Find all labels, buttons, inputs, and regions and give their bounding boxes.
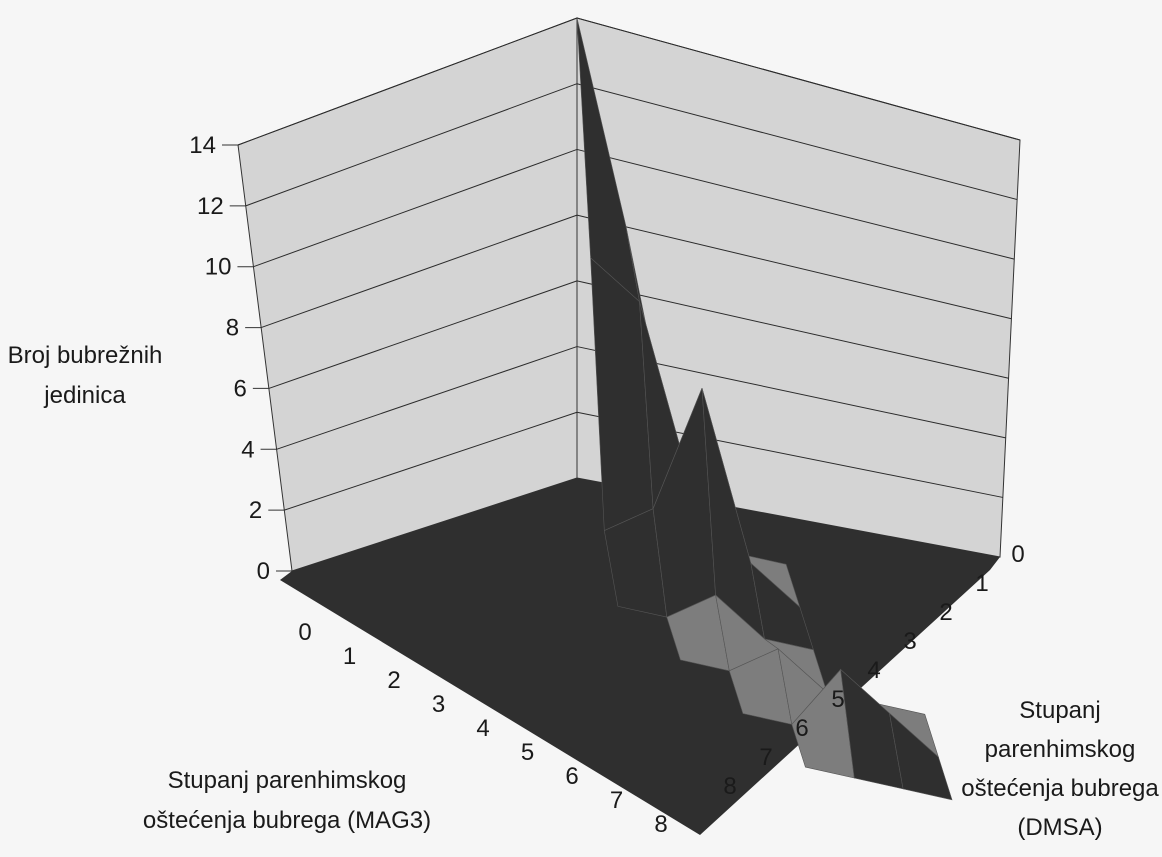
y-tick-label: 0 (1011, 541, 1024, 568)
z-tick-label: 8 (226, 315, 239, 342)
y-axis-title-line: (DMSA) (1017, 814, 1102, 841)
x-tick-label: 1 (343, 643, 356, 670)
floor (280, 478, 1000, 835)
z-tick-label: 6 (233, 375, 246, 402)
y-tick-label: 3 (903, 628, 916, 655)
x-tick-label: 3 (432, 691, 445, 718)
gridline-left-8 (260, 214, 578, 329)
gridline-left-4 (276, 346, 578, 450)
z-tick-label: 0 (257, 558, 270, 585)
y-tick-label: 5 (831, 686, 844, 713)
x-axis-title-line: oštećenja bubrega (MAG3) (143, 807, 431, 834)
y-axis-title-line: oštećenja bubrega (961, 775, 1159, 802)
gridline-left-14 (237, 17, 578, 146)
surface-cell-5-5 (889, 712, 953, 801)
z-tick-label: 14 (189, 132, 216, 159)
z-tick-label: 10 (205, 254, 232, 281)
gridline-right-8 (576, 214, 1012, 320)
y-axis-title-line: parenhimskog (985, 736, 1136, 763)
x-tick-label: 4 (476, 715, 489, 742)
gridline-left-6 (268, 280, 578, 389)
z-tick-label: 2 (249, 497, 262, 524)
y-tick-label: 8 (723, 773, 736, 800)
gridline-left-10 (253, 148, 578, 268)
y-axis-title-line: Stupanj (1019, 697, 1100, 724)
gridline-right-12 (576, 83, 1018, 201)
y-tick-label: 2 (939, 599, 952, 626)
y-axis-title: Stupanj parenhimskog oštećenja bubrega (DMS… (961, 697, 1159, 841)
y-tick-label: 1 (975, 570, 988, 597)
y-tick-label: 6 (795, 715, 808, 742)
z-tick-label: 4 (241, 436, 254, 463)
gridline-left-2 (284, 411, 578, 511)
x-tick-label: 7 (610, 787, 623, 814)
back-wall-left (237, 17, 578, 572)
x-axis-title-line: Stupanj parenhimskog (168, 767, 407, 794)
y-tick-label: 7 (759, 744, 772, 771)
x-axis-title: Stupanj parenhimskog oštećenja bubrega (M… (143, 767, 431, 834)
gridline-right-14 (576, 17, 1021, 141)
z-tick-label: 12 (197, 193, 224, 220)
x-tick-label: 6 (565, 763, 578, 790)
gridline-right-10 (576, 148, 1015, 260)
z-axis-title-line: jedinica (43, 382, 126, 409)
x-tick-label: 0 (298, 619, 311, 646)
x-tick-label: 5 (521, 739, 534, 766)
y-tick-label: 4 (867, 657, 880, 684)
x-tick-label: 8 (654, 811, 667, 838)
gridline-right-6 (576, 280, 1009, 379)
z-axis-title: Broj bubrežnih jedinica (8, 342, 163, 409)
z-axis-title-line: Broj bubrežnih (8, 342, 163, 369)
x-tick-label: 2 (387, 667, 400, 694)
gridline-left-12 (245, 83, 578, 207)
